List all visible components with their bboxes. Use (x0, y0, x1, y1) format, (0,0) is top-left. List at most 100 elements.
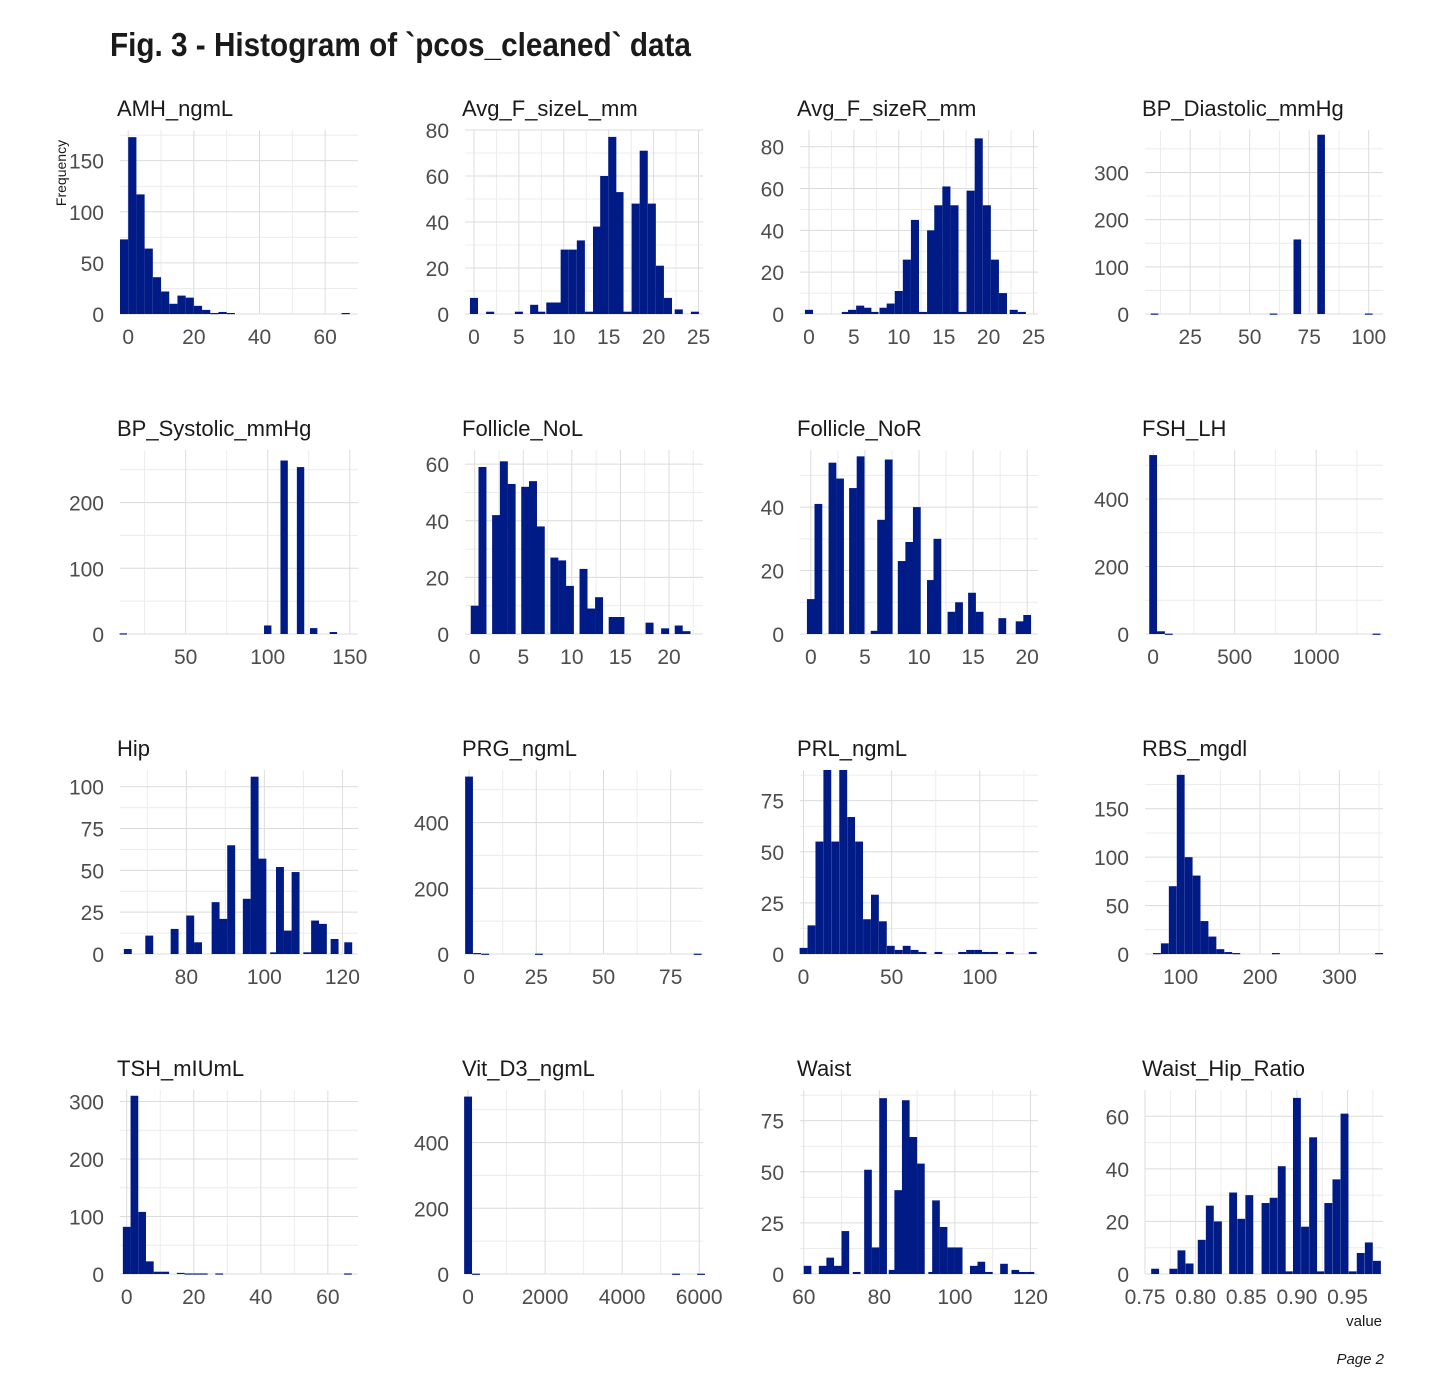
histogram-bar (950, 205, 959, 314)
histogram-bar (469, 297, 479, 314)
histogram-bar (947, 611, 956, 634)
y-tick-label: 200 (414, 1198, 449, 1221)
histogram-bar (615, 192, 624, 314)
y-tick-label: 40 (426, 511, 449, 534)
x-tick-label: 15 (961, 646, 984, 669)
panel-title: Avg_F_sizeL_mm (462, 96, 638, 121)
histogram-bar (192, 1273, 200, 1275)
x-tick-label: 25 (687, 326, 710, 349)
panel-title: Follicle_NoL (462, 416, 583, 441)
x-tick-label: 100 (962, 966, 997, 989)
y-tick-label: 300 (1094, 162, 1129, 185)
x-tick-label: 100 (1163, 966, 1198, 989)
histogram-bar (839, 770, 848, 954)
x-tick-label: 75 (1298, 326, 1321, 349)
histogram-bar (878, 921, 887, 954)
histogram-bar (856, 305, 865, 314)
histogram-bar (184, 1273, 193, 1275)
x-tick-label: 100 (1351, 326, 1386, 349)
histogram-bar (1271, 953, 1280, 955)
histogram-bar (576, 240, 585, 314)
x-tick-label: 500 (1217, 646, 1252, 669)
histogram-bar (1269, 313, 1278, 315)
histogram-bar (465, 776, 473, 954)
histogram-bar (682, 631, 691, 634)
histogram-bar (608, 136, 617, 314)
panel-title: FSH_LH (1142, 416, 1226, 441)
histogram-bar (226, 312, 235, 315)
panel-title: BP_Diastolic_mmHg (1142, 96, 1344, 121)
x-tick-label: 60 (313, 326, 336, 349)
histogram-bar (1197, 1239, 1206, 1274)
histogram-bar (849, 488, 857, 634)
x-tick-label: 0 (798, 966, 810, 989)
panel-bp-systolic-mmhg: 50 100 150 0 100 200 BP_Systolic_mmHg (69, 416, 367, 669)
histogram-bar (974, 138, 983, 314)
histogram-bar (138, 1211, 146, 1274)
histogram-bar (492, 515, 501, 634)
histogram-bar (912, 507, 921, 634)
y-tick-label: 150 (1094, 799, 1129, 822)
histogram-bar (1261, 1203, 1270, 1274)
histogram-bar (211, 902, 220, 954)
y-tick-label: 100 (69, 777, 104, 800)
y-tick-label: 0 (92, 944, 104, 967)
x-tick-label: 20 (182, 326, 205, 349)
x-tick-label: 40 (249, 1286, 272, 1309)
y-tick-label: 50 (81, 860, 104, 883)
histogram-bar (227, 845, 236, 954)
histogram-bar (982, 951, 990, 954)
panel-title: Waist_Hip_Ratio (1142, 1056, 1305, 1081)
x-tick-label: 25 (525, 966, 548, 989)
histogram-bar (250, 776, 259, 954)
panel-title: Waist (797, 1056, 851, 1081)
y-tick-label: 75 (761, 791, 784, 814)
histogram-bar (799, 947, 808, 954)
y-tick-label: 400 (414, 1133, 449, 1156)
y-tick-label: 0 (1117, 624, 1129, 647)
histogram-bar (536, 526, 545, 634)
histogram-bar (560, 249, 569, 314)
histogram-bar (1000, 1263, 1008, 1274)
y-tick-label: 25 (81, 902, 104, 925)
histogram-bar (161, 291, 170, 314)
histogram-bar (966, 949, 975, 954)
x-tick-label: 50 (174, 646, 197, 669)
panel-title: TSH_mIUmL (117, 1056, 244, 1081)
histogram-bar (1168, 886, 1177, 954)
histogram-bar (128, 137, 137, 314)
histogram-bar (803, 1265, 812, 1274)
x-tick-label: 5 (848, 326, 860, 349)
histogram-bar (473, 953, 482, 955)
histogram-bar (1372, 1260, 1381, 1274)
x-tick-label: 0 (803, 326, 815, 349)
histogram-bar (1232, 953, 1241, 955)
panel-follicle-nor: 0 5 10 15 20 0 20 40 Follicle_NoR (761, 416, 1039, 669)
histogram-bar (311, 920, 320, 954)
y-tick-label: 200 (1094, 556, 1129, 579)
y-tick-label: 25 (761, 1213, 784, 1236)
x-tick-label: 0 (468, 326, 480, 349)
histogram-bar (623, 311, 632, 314)
histogram-bar (966, 190, 975, 314)
x-tick-label: 0 (805, 646, 817, 669)
histogram-bar (584, 311, 593, 314)
y-tick-label: 100 (69, 202, 104, 225)
histogram-bar (258, 858, 267, 954)
histogram-bar (136, 194, 145, 314)
histogram-bar (847, 817, 856, 954)
histogram-bar (958, 311, 967, 314)
histogram-bar (1284, 1271, 1293, 1274)
x-tick-label: 0 (1147, 646, 1159, 669)
x-tick-label: 75 (659, 966, 682, 989)
panel-amh-ngml: 0 20 40 60 0 50 100 150 AMH_ngmL (69, 96, 358, 349)
histogram-bar (499, 461, 508, 634)
histogram-bar (917, 1163, 925, 1274)
y-tick-label: 60 (426, 166, 449, 189)
histogram-bar (939, 1226, 948, 1274)
x-tick-label: 20 (642, 326, 665, 349)
histogram-bar (276, 867, 284, 954)
histogram-bar (645, 622, 654, 634)
y-tick-label: 75 (761, 1111, 784, 1134)
histogram-bar (1150, 313, 1159, 315)
